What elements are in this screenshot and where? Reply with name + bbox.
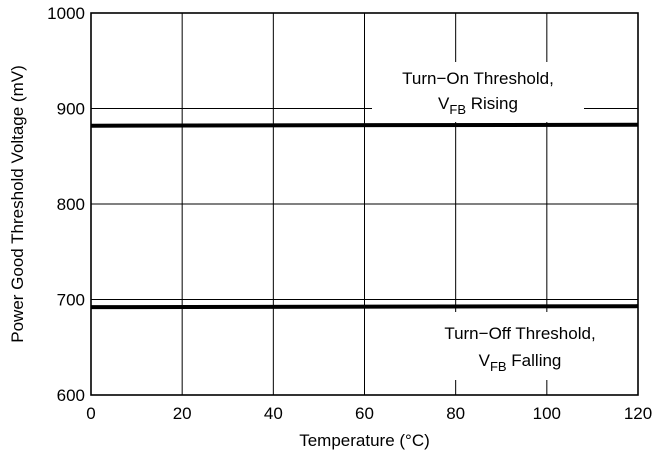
- vfb-subscript: FB: [490, 359, 507, 374]
- turn-off-threshold-line: [90, 304, 639, 310]
- vfb-falling-label: VFB Falling: [479, 351, 562, 374]
- x-tick-label: 40: [264, 404, 283, 423]
- x-tick-label: 100: [533, 404, 561, 423]
- y-tick-label: 1000: [47, 4, 85, 23]
- x-tick-label: 120: [624, 404, 652, 423]
- turn-on-threshold-label: Turn−On Threshold,: [402, 69, 554, 88]
- vfb-symbol: V: [479, 351, 491, 370]
- vfb-rising-label: VFB Rising: [438, 94, 518, 117]
- y-tick-label: 700: [57, 291, 85, 310]
- x-tick-label: 20: [173, 404, 192, 423]
- rising-text: Rising: [466, 94, 518, 113]
- data-series: [90, 122, 639, 310]
- y-axis-title: Power Good Threshold Voltage (mV): [8, 65, 27, 343]
- y-tick-label: 600: [57, 386, 85, 405]
- turn-off-label-background: [410, 312, 630, 380]
- x-axis-title: Temperature (°C): [299, 431, 430, 450]
- x-tick-label: 0: [86, 404, 95, 423]
- turn-on-label-background: [372, 62, 584, 122]
- plot-frame: [90, 12, 639, 396]
- turn-off-threshold-label: Turn−Off Threshold,: [444, 324, 595, 343]
- y-tick-label: 800: [57, 195, 85, 214]
- vfb-subscript: FB: [449, 102, 466, 117]
- turn-on-threshold-line: [90, 122, 639, 128]
- vfb-symbol: V: [438, 94, 450, 113]
- x-tick-label: 60: [355, 404, 374, 423]
- x-tick-label: 80: [446, 404, 465, 423]
- x-tick-labels: 0 20 40 60 80 100 120: [86, 404, 652, 423]
- falling-text: Falling: [507, 351, 562, 370]
- y-tick-labels: 600 700 800 900 1000: [47, 4, 85, 405]
- y-tick-label: 900: [57, 100, 85, 119]
